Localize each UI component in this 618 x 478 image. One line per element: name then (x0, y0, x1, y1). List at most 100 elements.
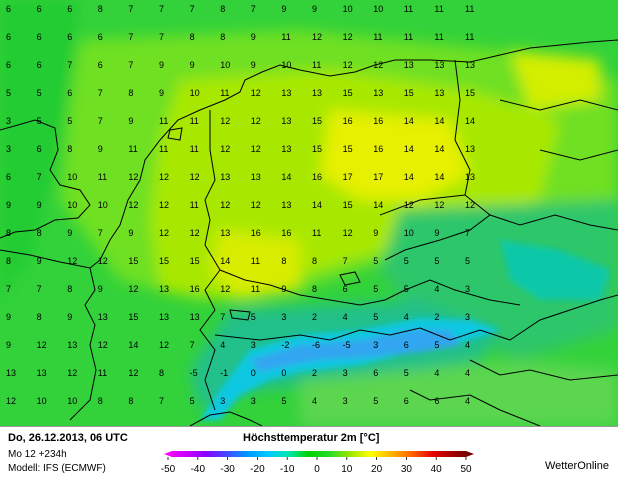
temperature-value: 8 (67, 144, 72, 154)
border-de-cz (379, 194, 491, 261)
temperature-value: 4 (312, 396, 317, 406)
temperature-value: 3 (465, 284, 470, 294)
temperature-value: 16 (373, 116, 383, 126)
temperature-value: 6 (67, 88, 72, 98)
temperature-value: 16 (312, 172, 322, 182)
temperature-value: 10 (373, 4, 383, 14)
temperature-value: 13 (404, 60, 414, 70)
temperature-value: 3 (343, 396, 348, 406)
temperature-value: 11 (98, 368, 107, 378)
temperature-value: 10 (281, 60, 291, 70)
temperature-value: 4 (434, 368, 439, 378)
temperature-value: 4 (465, 340, 470, 350)
temperature-value: 4 (343, 312, 348, 322)
temperature-value: 16 (251, 228, 261, 238)
cool-zone-west (0, 0, 80, 300)
temperature-value: 15 (343, 144, 353, 154)
warm-zone-yellow-3 (510, 50, 600, 110)
temperature-value: 12 (159, 340, 169, 350)
temperature-value: 6 (404, 396, 409, 406)
temperature-value: 11 (190, 200, 199, 210)
border-hu-hr (469, 359, 618, 381)
temperature-value: -5 (190, 368, 198, 378)
temperature-value: 9 (98, 284, 103, 294)
temperature-value: 4 (465, 368, 470, 378)
temperature-value: 5 (373, 284, 378, 294)
temperature-value: 7 (159, 4, 164, 14)
temperature-value: 12 (343, 60, 353, 70)
temperature-value: 17 (343, 172, 353, 182)
border-east-1 (499, 99, 618, 111)
temperature-value: 12 (190, 172, 200, 182)
temperature-value: 7 (159, 396, 164, 406)
temperature-value: 7 (98, 116, 103, 126)
temperature-value: 7 (67, 60, 72, 70)
temperature-value: 5 (6, 88, 11, 98)
balkan-cool (500, 240, 610, 300)
temperature-value: 12 (343, 228, 353, 238)
temperature-value: 6 (37, 32, 42, 42)
scale-tick-label: 20 (371, 464, 383, 475)
temperature-value: 14 (404, 172, 414, 182)
border-de-nl (204, 110, 221, 271)
temperature-value: 14 (434, 172, 444, 182)
temperature-value: 11 (98, 172, 107, 182)
scale-tick-label: 50 (460, 464, 472, 475)
temperature-value: 15 (343, 88, 353, 98)
temperature-value: 6 (98, 32, 103, 42)
temperature-value: 8 (312, 256, 317, 266)
temperature-value: 12 (128, 284, 138, 294)
temperature-value: 13 (281, 88, 291, 98)
lake-1 (339, 271, 361, 286)
temperature-value: 5 (281, 396, 286, 406)
temperature-value: 9 (37, 200, 42, 210)
temperature-value: 5 (434, 340, 439, 350)
temperature-value: 3 (251, 396, 256, 406)
temperature-value: 13 (434, 60, 444, 70)
temperature-value: 17 (373, 172, 383, 182)
temperature-value: 7 (98, 88, 103, 98)
border-cz-sk-pl (489, 214, 618, 231)
temperature-value: 5 (373, 256, 378, 266)
temperature-value: 13 (434, 88, 444, 98)
temperature-value: 3 (251, 340, 256, 350)
temperature-value: 3 (373, 340, 378, 350)
temperature-value: 14 (434, 144, 444, 154)
temperature-value: 6 (373, 368, 378, 378)
border-east-2 (539, 149, 618, 161)
scale-tick-label: -30 (220, 464, 235, 475)
temperature-value: 6 (6, 172, 11, 182)
temperature-value: 10 (220, 60, 230, 70)
temperature-value: 8 (98, 4, 103, 14)
temperature-value: 14 (128, 340, 138, 350)
temperature-value: 10 (190, 88, 200, 98)
temperature-value: 12 (37, 340, 47, 350)
temperature-value: 8 (312, 284, 317, 294)
temperature-value: 15 (128, 256, 138, 266)
temperature-value: 6 (6, 60, 11, 70)
temperature-value: 11 (128, 144, 137, 154)
date-label: Do, 26.12.2013, 06 UTC (8, 432, 128, 444)
temperature-value: 5 (404, 284, 409, 294)
temperature-value: 13 (373, 88, 383, 98)
coastline-continent (0, 39, 618, 269)
temperature-value: 12 (373, 60, 383, 70)
temperature-value: 2 (312, 312, 317, 322)
scale-tick-label: -20 (250, 464, 265, 475)
temperature-value: 12 (220, 144, 230, 154)
temperature-value: 10 (343, 4, 353, 14)
temperature-value: 6 (67, 32, 72, 42)
temperature-value: 6 (37, 60, 42, 70)
cold-alps-field (200, 240, 610, 420)
warm-zone-yellow-2 (210, 230, 300, 300)
coastline-britain (0, 119, 91, 239)
temperature-value: 5 (434, 256, 439, 266)
temperature-value: 13 (190, 312, 200, 322)
temperature-value: 14 (373, 200, 383, 210)
temperature-value: 12 (98, 340, 108, 350)
temperature-value: 12 (312, 32, 322, 42)
cool-zone-south (300, 360, 618, 426)
temperature-value: 10 (37, 396, 47, 406)
temperature-value: 12 (220, 116, 230, 126)
temperature-value: -2 (281, 340, 289, 350)
